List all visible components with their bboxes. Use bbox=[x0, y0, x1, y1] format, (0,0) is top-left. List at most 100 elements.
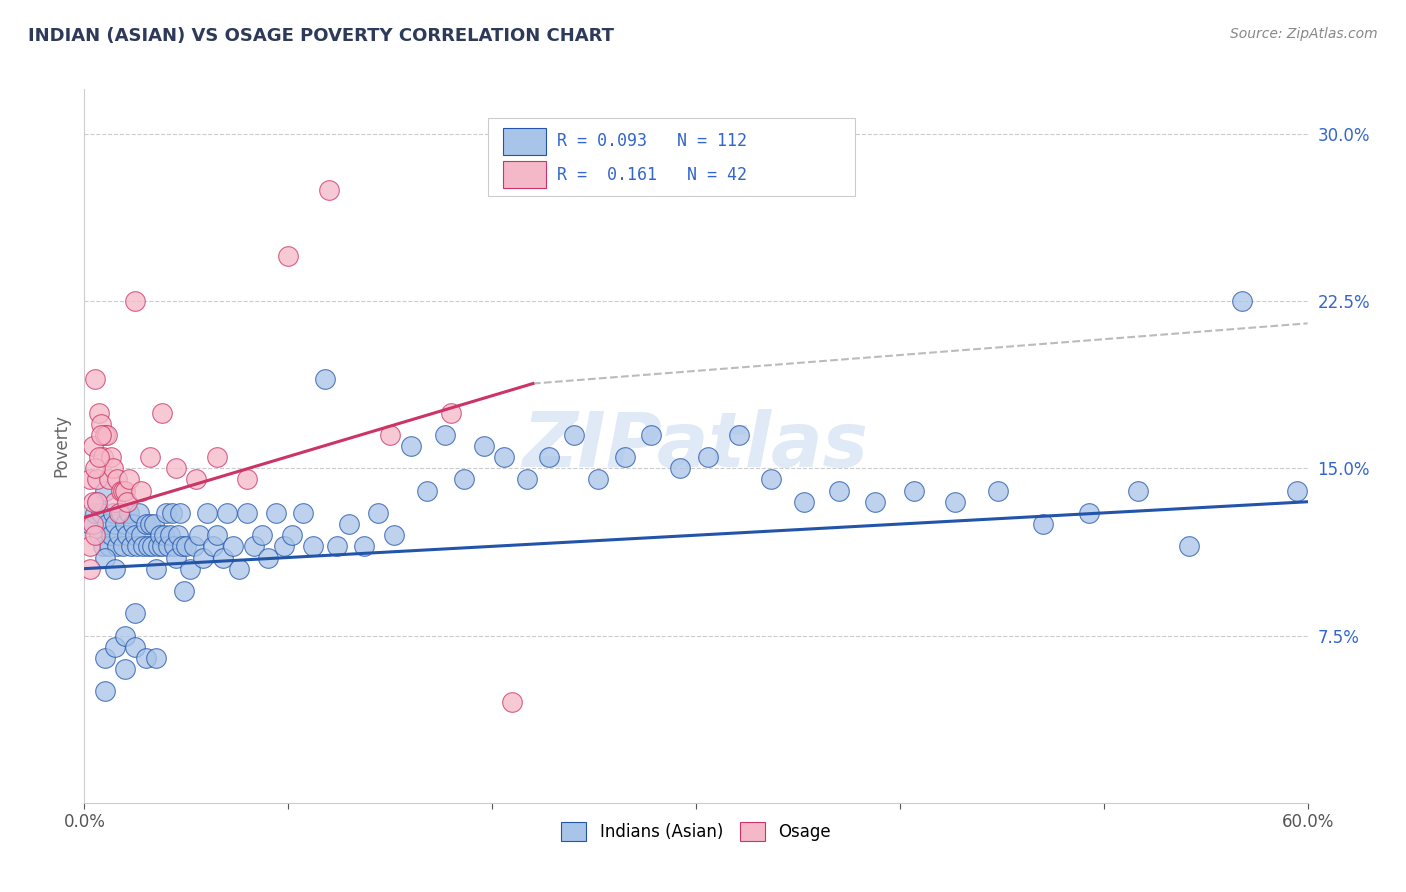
Point bbox=[195, 506, 218, 520]
Point bbox=[165, 461, 187, 475]
Point bbox=[108, 506, 131, 520]
Point bbox=[124, 640, 146, 654]
Point bbox=[91, 450, 114, 464]
Point bbox=[453, 473, 475, 487]
Point bbox=[174, 539, 197, 553]
Point bbox=[150, 539, 173, 553]
Point bbox=[128, 506, 150, 520]
Point bbox=[118, 506, 141, 520]
Point bbox=[318, 182, 340, 196]
Point bbox=[115, 528, 138, 542]
Point bbox=[96, 427, 118, 442]
Point bbox=[1286, 483, 1309, 498]
Point bbox=[124, 528, 146, 542]
Point bbox=[93, 483, 115, 498]
Point bbox=[828, 483, 851, 498]
Point bbox=[228, 562, 250, 576]
Point bbox=[382, 528, 405, 542]
Point bbox=[83, 528, 105, 542]
Point bbox=[131, 483, 153, 498]
Text: ZIPatlas: ZIPatlas bbox=[523, 409, 869, 483]
Point bbox=[93, 550, 115, 565]
Point bbox=[87, 450, 110, 464]
Point bbox=[112, 539, 135, 553]
Text: Source: ZipAtlas.com: Source: ZipAtlas.com bbox=[1230, 27, 1378, 41]
Point bbox=[169, 506, 191, 520]
Point bbox=[93, 427, 115, 442]
Point bbox=[257, 550, 280, 565]
Point bbox=[865, 494, 887, 508]
Point bbox=[115, 494, 138, 508]
Point bbox=[104, 562, 127, 576]
Text: INDIAN (ASIAN) VS OSAGE POVERTY CORRELATION CHART: INDIAN (ASIAN) VS OSAGE POVERTY CORRELAT… bbox=[28, 27, 614, 45]
Point bbox=[149, 528, 172, 542]
Point bbox=[141, 539, 163, 553]
Point bbox=[538, 450, 561, 464]
Point bbox=[727, 427, 749, 442]
Point bbox=[83, 372, 105, 386]
Point bbox=[104, 516, 127, 531]
Point bbox=[205, 450, 228, 464]
Point bbox=[104, 494, 127, 508]
Point bbox=[124, 607, 146, 621]
Point bbox=[326, 539, 349, 553]
Point bbox=[367, 506, 389, 520]
Point bbox=[97, 473, 120, 487]
Point bbox=[339, 516, 361, 531]
Point bbox=[1178, 539, 1201, 553]
Point bbox=[114, 483, 136, 498]
Point bbox=[987, 483, 1010, 498]
Point bbox=[156, 539, 179, 553]
Point bbox=[150, 405, 173, 419]
Point bbox=[138, 450, 160, 464]
Point bbox=[86, 473, 108, 487]
Point bbox=[212, 550, 235, 565]
Point bbox=[105, 539, 128, 553]
FancyBboxPatch shape bbox=[488, 118, 855, 196]
Point bbox=[613, 450, 636, 464]
Point bbox=[87, 528, 110, 542]
Point bbox=[903, 483, 925, 498]
Point bbox=[97, 539, 120, 553]
Point bbox=[281, 528, 304, 542]
Point bbox=[1232, 293, 1254, 308]
Point bbox=[82, 439, 104, 453]
Point bbox=[173, 583, 195, 598]
Point bbox=[114, 516, 136, 531]
Point bbox=[440, 405, 463, 419]
Point bbox=[380, 427, 402, 442]
Point bbox=[131, 528, 153, 542]
Point bbox=[101, 461, 124, 475]
Point bbox=[108, 528, 131, 542]
Point bbox=[494, 450, 516, 464]
Point bbox=[187, 528, 209, 542]
Point bbox=[146, 539, 169, 553]
Legend: Indians (Asian), Osage: Indians (Asian), Osage bbox=[554, 815, 838, 848]
Point bbox=[83, 461, 105, 475]
Point bbox=[183, 539, 205, 553]
Point bbox=[83, 506, 105, 520]
Point bbox=[79, 516, 101, 531]
Point bbox=[105, 473, 128, 487]
Point bbox=[135, 651, 157, 665]
Point bbox=[120, 539, 142, 553]
Point bbox=[264, 506, 287, 520]
Point bbox=[314, 372, 336, 386]
Point bbox=[205, 528, 228, 542]
Point bbox=[86, 494, 108, 508]
Point bbox=[163, 539, 186, 553]
Point bbox=[167, 528, 190, 542]
Point bbox=[502, 696, 524, 710]
Point bbox=[86, 494, 108, 508]
Point bbox=[142, 516, 165, 531]
Point bbox=[104, 640, 127, 654]
Point bbox=[291, 506, 314, 520]
Point bbox=[301, 539, 323, 553]
Point bbox=[277, 249, 299, 264]
Point bbox=[90, 417, 112, 431]
Point bbox=[118, 473, 141, 487]
Point bbox=[135, 516, 157, 531]
Point bbox=[114, 628, 136, 642]
Point bbox=[110, 483, 132, 498]
Point bbox=[217, 506, 239, 520]
